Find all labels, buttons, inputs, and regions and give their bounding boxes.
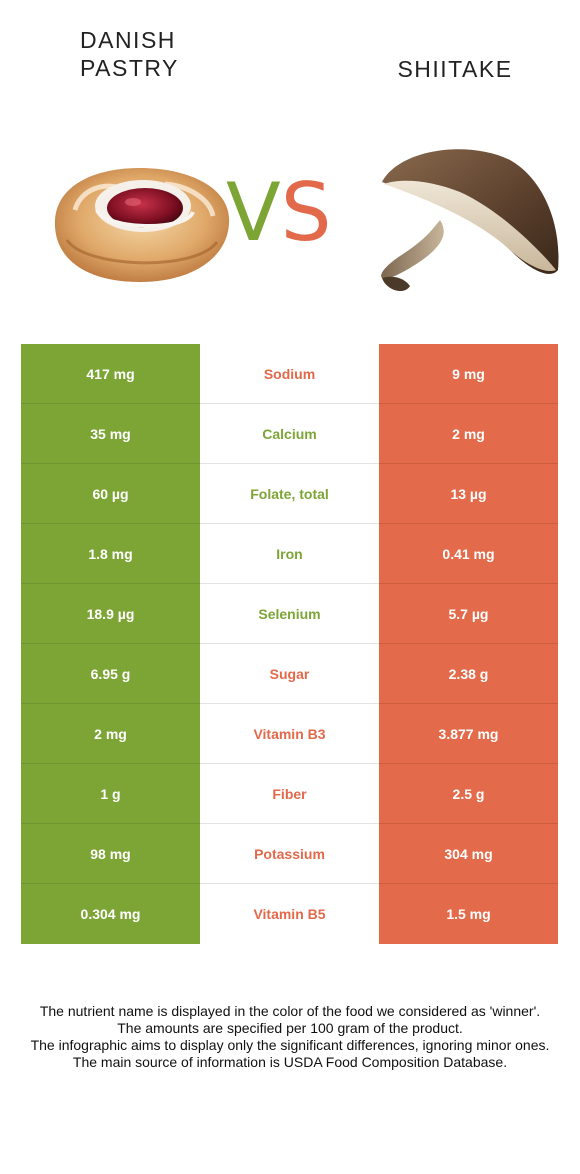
nutrient-name: Calcium bbox=[200, 404, 379, 464]
footnote-line3: The infographic aims to display only the… bbox=[30, 1037, 550, 1053]
right-food-value: 0.41 mg bbox=[379, 524, 558, 584]
right-food-title: SHIITAKE bbox=[397, 56, 513, 82]
table-row: 35 mg Calcium 2 mg bbox=[21, 404, 558, 464]
right-food-value: 1.5 mg bbox=[379, 884, 558, 944]
nutrient-name: Vitamin B3 bbox=[200, 704, 379, 764]
left-food-value: 18.9 µg bbox=[21, 584, 200, 644]
vs-label: VS bbox=[226, 168, 332, 258]
nutrient-name: Potassium bbox=[200, 824, 379, 884]
table-row: 1.8 mg Iron 0.41 mg bbox=[21, 524, 558, 584]
shiitake-image bbox=[381, 149, 559, 292]
left-food-value: 2 mg bbox=[21, 704, 200, 764]
table-row: 60 µg Folate, total 13 µg bbox=[21, 464, 558, 524]
nutrient-name: Folate, total bbox=[200, 464, 379, 524]
left-food-value: 98 mg bbox=[21, 824, 200, 884]
vs-v-letter: V bbox=[226, 166, 281, 259]
left-food-value: 0.304 mg bbox=[21, 884, 200, 944]
table-row: 0.304 mg Vitamin B5 1.5 mg bbox=[21, 884, 558, 944]
table-row: 6.95 g Sugar 2.38 g bbox=[21, 644, 558, 704]
footnote-line1: The nutrient name is displayed in the co… bbox=[39, 1003, 541, 1019]
right-food-value: 2 mg bbox=[379, 404, 558, 464]
table-row: 18.9 µg Selenium 5.7 µg bbox=[21, 584, 558, 644]
footnote: The nutrient name is displayed in the co… bbox=[20, 1003, 560, 1071]
nutrient-comparison-table: 417 mg Sodium 9 mg 35 mg Calcium 2 mg 60 µg Fol… bbox=[21, 344, 558, 944]
right-food-value: 3.877 mg bbox=[379, 704, 558, 764]
nutrient-name: Selenium bbox=[200, 584, 379, 644]
footnote-line4: The main source of information is USDA F… bbox=[72, 1054, 508, 1070]
footnote-line2: The amounts are specified per 100 gram o… bbox=[117, 1020, 463, 1036]
right-food-value: 13 µg bbox=[379, 464, 558, 524]
left-food-value: 60 µg bbox=[21, 464, 200, 524]
right-food-value: 304 mg bbox=[379, 824, 558, 884]
nutrient-name: Sugar bbox=[200, 644, 379, 704]
left-food-value: 35 mg bbox=[21, 404, 200, 464]
nutrient-name: Vitamin B5 bbox=[200, 884, 379, 944]
table-row: 98 mg Potassium 304 mg bbox=[21, 824, 558, 884]
nutrient-name: Iron bbox=[200, 524, 379, 584]
right-food-value: 5.7 µg bbox=[379, 584, 558, 644]
nutrient-name: Sodium bbox=[200, 344, 379, 404]
right-food-value: 2.5 g bbox=[379, 764, 558, 824]
right-food-value: 2.38 g bbox=[379, 644, 558, 704]
table-row: 417 mg Sodium 9 mg bbox=[21, 344, 558, 404]
left-food-value: 1 g bbox=[21, 764, 200, 824]
danish-pastry-image bbox=[54, 168, 230, 282]
left-food-value: 417 mg bbox=[21, 344, 200, 404]
vs-s-letter: S bbox=[280, 166, 332, 259]
left-food-title-line2: PASTRY bbox=[80, 55, 179, 81]
right-food-value: 9 mg bbox=[379, 344, 558, 404]
left-food-value: 1.8 mg bbox=[21, 524, 200, 584]
table-row: 1 g Fiber 2.5 g bbox=[21, 764, 558, 824]
table-row: 2 mg Vitamin B3 3.877 mg bbox=[21, 704, 558, 764]
left-food-title-line1: DANISH bbox=[80, 27, 176, 53]
nutrient-name: Fiber bbox=[200, 764, 379, 824]
left-food-value: 6.95 g bbox=[21, 644, 200, 704]
left-food-title: DANISH PASTRY bbox=[80, 26, 240, 82]
